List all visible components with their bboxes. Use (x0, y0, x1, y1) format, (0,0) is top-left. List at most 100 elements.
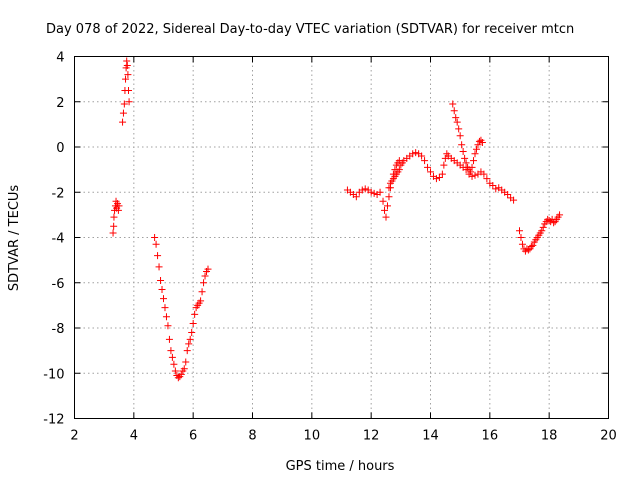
y-tick-label: -10 (43, 367, 64, 382)
data-point (453, 118, 461, 126)
y-tick-label: -8 (52, 322, 65, 337)
data-point (155, 263, 163, 271)
data-point (474, 141, 482, 149)
data-point (472, 145, 480, 153)
data-point (358, 186, 366, 194)
data-point (152, 240, 160, 248)
y-tick-label: -6 (52, 277, 65, 292)
data-point (383, 202, 391, 210)
data-point (376, 188, 384, 196)
data-point (158, 286, 166, 294)
series-segment-1 (109, 197, 123, 237)
data-point (154, 252, 162, 260)
data-point (165, 335, 173, 343)
data-point (412, 149, 420, 157)
data-point (517, 234, 525, 241)
chart-title: Day 078 of 2022, Sidereal Day-to-day VTE… (46, 22, 574, 37)
data-point (114, 206, 122, 214)
data-point (161, 304, 169, 312)
y-tick-label: -2 (52, 186, 65, 201)
data-point (122, 75, 130, 83)
data-point (167, 347, 175, 355)
data-point (124, 71, 132, 79)
data-point (456, 132, 464, 140)
data-point (483, 175, 491, 183)
grid-lines (74, 56, 609, 419)
data-point (204, 265, 212, 273)
data-point (385, 193, 393, 201)
data-point (174, 374, 182, 382)
data-point (470, 157, 478, 165)
data-point (462, 159, 470, 167)
data-point (197, 297, 205, 305)
data-point (516, 227, 523, 235)
data-point (185, 340, 193, 348)
data-point (189, 319, 197, 327)
data-point (119, 118, 127, 126)
data-point (109, 229, 117, 237)
x-tick-label: 4 (130, 429, 138, 444)
data-point (151, 234, 159, 241)
data-point (459, 148, 467, 156)
data-point (475, 137, 483, 145)
data-point (468, 163, 476, 171)
data-point (125, 98, 133, 106)
series-segment-2 (119, 57, 133, 126)
data-point (370, 189, 378, 197)
data-point (352, 193, 360, 201)
y-tick-label: -12 (43, 413, 64, 428)
x-axis-label: GPS time / hours (286, 459, 395, 474)
data-point (191, 310, 199, 318)
x-tick-label: 14 (422, 429, 439, 444)
data-point (119, 109, 127, 117)
y-tick-label: -4 (52, 232, 65, 247)
data-point (527, 243, 535, 251)
data-point (492, 185, 500, 193)
data-point (452, 114, 460, 122)
data-point (449, 100, 457, 108)
data-point (110, 213, 118, 221)
plot-frame (74, 56, 609, 419)
data-point (432, 175, 440, 183)
data-point (468, 172, 476, 180)
y-tick-label: 4 (56, 51, 64, 66)
data-point (361, 185, 369, 193)
data-point (188, 329, 196, 337)
data-point (478, 138, 486, 146)
data-point (186, 335, 194, 343)
y-tick-label: 0 (56, 141, 64, 156)
data-point (471, 150, 479, 158)
data-point (160, 295, 167, 303)
data-point (385, 184, 393, 192)
x-tick-label: 16 (482, 429, 499, 444)
data-point (458, 141, 466, 149)
data-point (550, 219, 558, 227)
y-tick-label: 2 (56, 96, 64, 111)
data-point (480, 170, 488, 178)
data-point (461, 154, 469, 162)
data-point (200, 279, 208, 287)
data-point (379, 197, 387, 205)
x-tick-label: 8 (248, 429, 256, 444)
data-point (381, 206, 389, 214)
x-tick-label: 6 (189, 429, 197, 444)
data-point (524, 246, 532, 254)
data-point (418, 152, 426, 160)
data-point (529, 241, 537, 249)
data-point (177, 370, 185, 378)
series-segment-5 (516, 211, 564, 255)
data-point (115, 202, 123, 210)
data-point (435, 174, 443, 182)
data-point (421, 157, 429, 165)
data-point (162, 313, 170, 321)
data-points (109, 57, 564, 382)
data-point (545, 217, 553, 225)
data-point (489, 181, 497, 189)
x-tick-label: 18 (541, 429, 558, 444)
data-point (123, 62, 131, 70)
series-segment-4 (343, 100, 518, 221)
data-point (168, 353, 176, 361)
data-point (518, 240, 526, 248)
data-point (538, 227, 546, 235)
data-point (450, 107, 458, 115)
